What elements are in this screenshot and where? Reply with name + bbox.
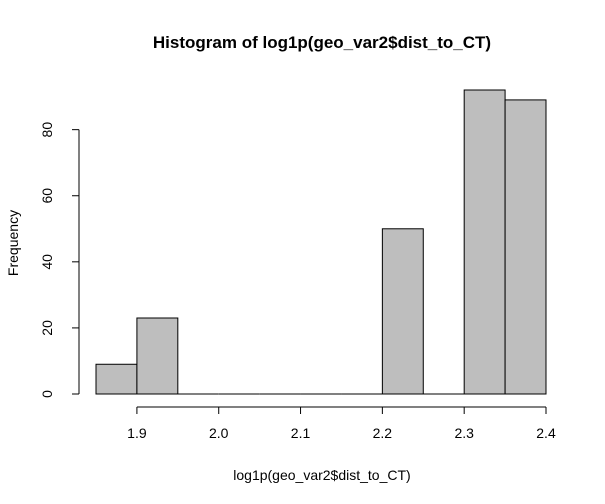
y-tick-label: 80 [39, 122, 55, 138]
histogram-bar [463, 89, 506, 395]
bars-group [95, 89, 547, 395]
y-tick-label: 0 [39, 390, 55, 398]
chart-title: Histogram of log1p(geo_var2$dist_to_CT) [153, 33, 491, 52]
y-tick-label: 20 [39, 320, 55, 336]
y-axis: 0 20 40 60 80 [39, 122, 80, 398]
histogram-bar [136, 317, 179, 395]
x-axis: 1.9 2.0 2.1 2.2 2.3 2.4 [127, 406, 556, 441]
y-tick-label: 40 [39, 254, 55, 270]
y-tick-label: 60 [39, 188, 55, 204]
histogram-bar [95, 363, 138, 395]
x-tick-label: 2.1 [291, 425, 311, 441]
y-axis-label: Frequency [5, 210, 21, 276]
histogram-bar [504, 99, 547, 395]
histogram-bar [381, 228, 424, 395]
x-tick-label: 2.0 [209, 425, 229, 441]
x-axis-label: log1p(geo_var2$dist_to_CT) [233, 467, 410, 483]
x-tick-label: 1.9 [127, 425, 147, 441]
x-tick-label: 2.2 [373, 425, 393, 441]
x-tick-label: 2.3 [454, 425, 474, 441]
x-tick-label: 2.4 [536, 425, 556, 441]
